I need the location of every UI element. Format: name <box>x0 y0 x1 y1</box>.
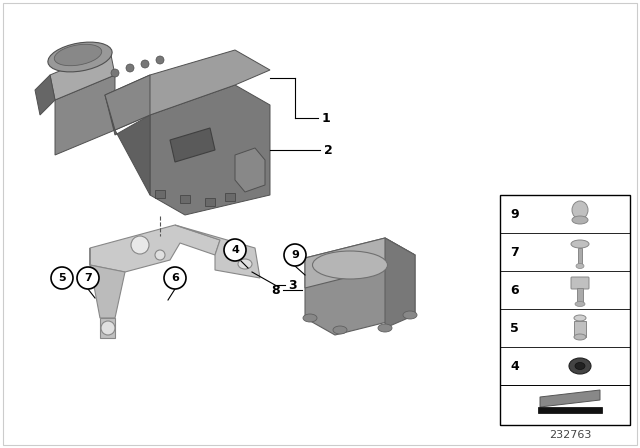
Bar <box>578 248 582 266</box>
Polygon shape <box>90 248 125 318</box>
Polygon shape <box>90 225 220 272</box>
Text: 2: 2 <box>324 143 333 156</box>
Circle shape <box>155 250 165 260</box>
Text: 6: 6 <box>171 273 179 283</box>
Polygon shape <box>235 148 265 192</box>
Ellipse shape <box>378 324 392 332</box>
Polygon shape <box>35 75 55 115</box>
Circle shape <box>126 64 134 72</box>
Circle shape <box>156 56 164 64</box>
Ellipse shape <box>312 251 387 279</box>
Polygon shape <box>150 85 270 215</box>
Text: 9: 9 <box>510 207 518 220</box>
Bar <box>155 190 165 198</box>
Text: 6: 6 <box>510 284 518 297</box>
FancyBboxPatch shape <box>571 277 589 289</box>
Text: 8: 8 <box>271 284 280 297</box>
Polygon shape <box>170 128 215 162</box>
Ellipse shape <box>572 201 588 219</box>
Bar <box>225 193 235 201</box>
Polygon shape <box>55 75 115 155</box>
Circle shape <box>224 239 246 261</box>
Bar <box>500 195 630 425</box>
Polygon shape <box>50 50 115 100</box>
Ellipse shape <box>48 42 112 72</box>
Circle shape <box>141 60 149 68</box>
Circle shape <box>111 69 119 77</box>
Circle shape <box>131 236 149 254</box>
Circle shape <box>164 267 186 289</box>
Text: 5: 5 <box>510 322 519 335</box>
Bar <box>574 321 586 337</box>
Text: 9: 9 <box>291 250 299 260</box>
Text: 4: 4 <box>510 359 519 372</box>
Ellipse shape <box>575 302 585 306</box>
Ellipse shape <box>303 314 317 322</box>
Text: 5: 5 <box>58 273 66 283</box>
Bar <box>577 288 583 304</box>
Polygon shape <box>105 95 150 195</box>
Text: 3: 3 <box>288 279 296 292</box>
Polygon shape <box>105 75 150 130</box>
Text: 1: 1 <box>322 112 331 125</box>
Polygon shape <box>105 50 270 130</box>
Ellipse shape <box>403 311 417 319</box>
Bar <box>180 195 190 203</box>
Bar <box>538 407 602 413</box>
Polygon shape <box>100 318 115 338</box>
Ellipse shape <box>333 326 347 334</box>
Ellipse shape <box>574 315 586 321</box>
Bar <box>205 198 215 206</box>
Circle shape <box>284 244 306 266</box>
Text: 7: 7 <box>510 246 519 258</box>
Polygon shape <box>175 225 260 278</box>
Ellipse shape <box>574 334 586 340</box>
Text: 232763: 232763 <box>549 430 591 440</box>
Polygon shape <box>385 238 415 328</box>
Polygon shape <box>305 238 415 335</box>
Ellipse shape <box>569 358 591 374</box>
Polygon shape <box>305 238 415 288</box>
Ellipse shape <box>572 216 588 224</box>
Ellipse shape <box>576 263 584 268</box>
Ellipse shape <box>54 44 102 66</box>
Text: 7: 7 <box>84 273 92 283</box>
Ellipse shape <box>238 259 252 269</box>
Text: 4: 4 <box>231 245 239 255</box>
Circle shape <box>77 267 99 289</box>
Circle shape <box>101 321 115 335</box>
Polygon shape <box>540 390 600 407</box>
Circle shape <box>51 267 73 289</box>
Ellipse shape <box>571 240 589 248</box>
Ellipse shape <box>575 362 585 370</box>
